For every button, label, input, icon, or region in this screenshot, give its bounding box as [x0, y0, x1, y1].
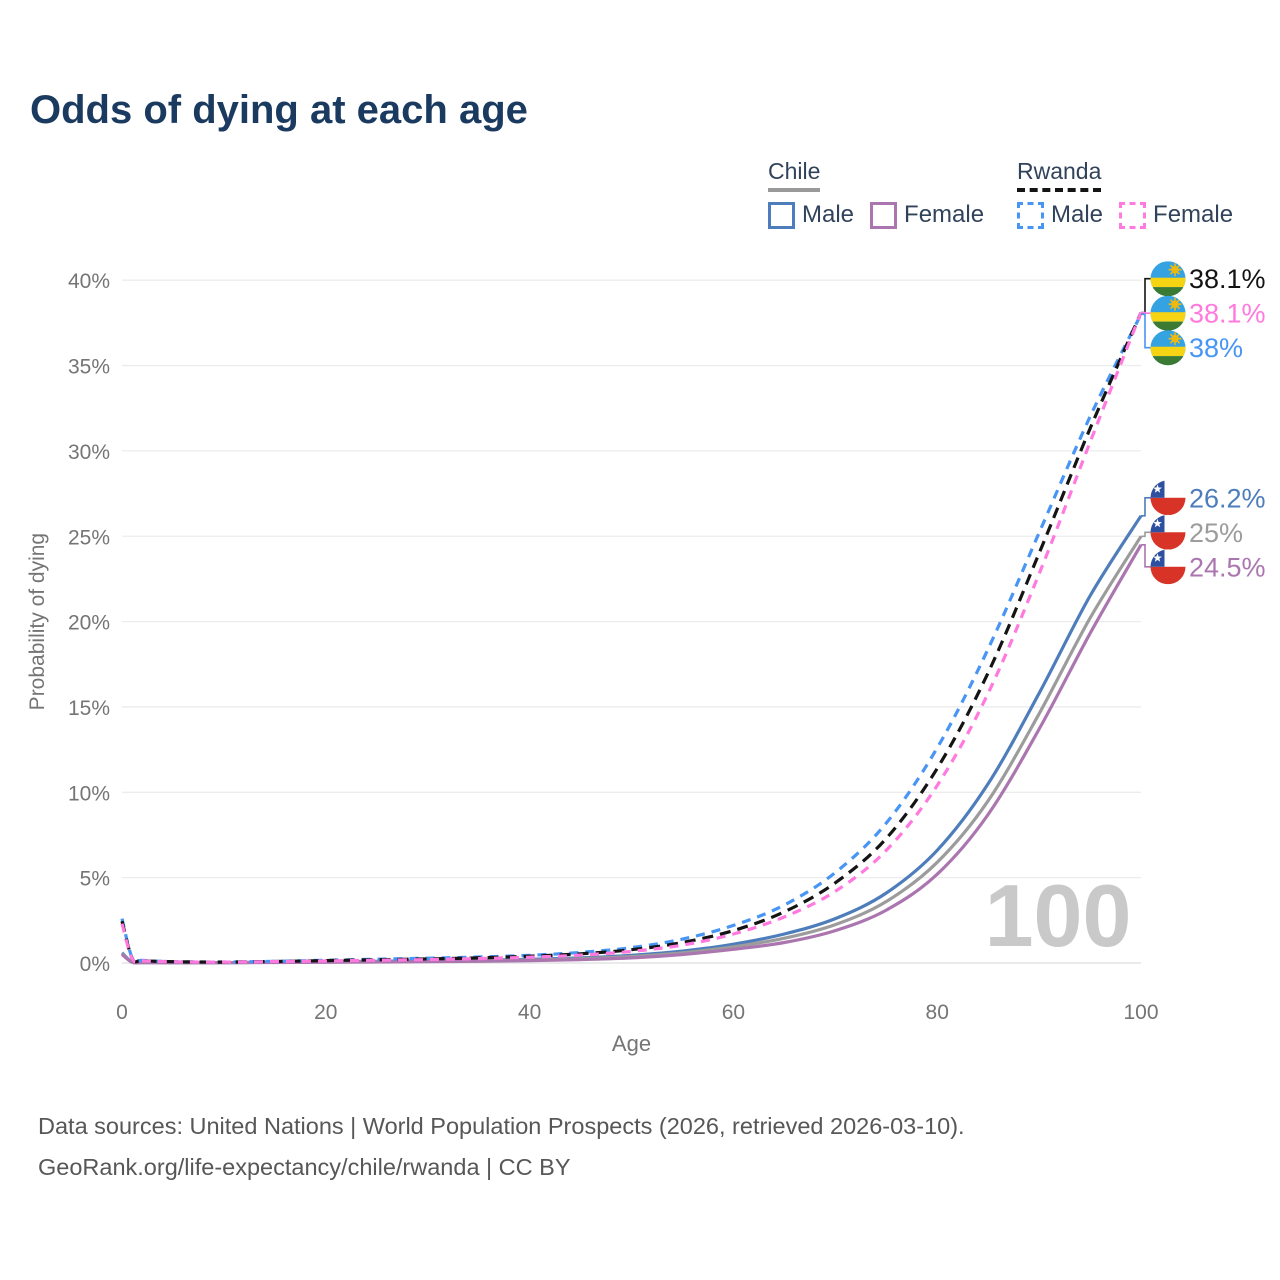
data-sources-line: Data sources: United Nations | World Pop…: [38, 1113, 965, 1139]
chile-flag-icon: [1150, 549, 1186, 585]
rwanda-flag-icon: [1150, 330, 1186, 366]
attribution-line: GeoRank.org/life-expectancy/chile/rwanda…: [38, 1154, 571, 1180]
legend-item-label: Male: [802, 201, 855, 228]
legend-group-chile: Chile Male Female: [768, 158, 1000, 229]
legend-item-chile-male[interactable]: Male: [768, 201, 854, 229]
y-axis-title: Probability of dying: [26, 533, 49, 710]
y-tick-label: 0%: [80, 953, 110, 976]
leader-line: [1141, 544, 1151, 568]
leader-line: [1141, 277, 1151, 314]
hover-age-watermark: 100: [985, 866, 1132, 965]
leader-line: [1141, 497, 1151, 517]
series-line-rwanda-male: [120, 313, 1143, 964]
series-line-rwanda-average: [120, 311, 1143, 964]
y-tick-label: 10%: [68, 782, 110, 805]
legend-item-label: Female: [904, 201, 985, 228]
chile-flag-icon: [1150, 480, 1186, 516]
x-tick-label: 100: [1123, 1001, 1158, 1024]
x-tick-label: 20: [314, 1001, 337, 1024]
x-tick-label: 40: [518, 1001, 541, 1024]
rwanda-male-swatch-icon: [1017, 201, 1044, 229]
legend-item-rwanda-female[interactable]: Female: [1119, 201, 1233, 229]
legend-item-rwanda-male[interactable]: Male: [1017, 201, 1103, 229]
y-tick-label: 5%: [80, 868, 110, 891]
series-line-rwanda-female: [120, 312, 1143, 964]
rwanda-flag-icon: [1150, 295, 1186, 331]
page-title: Odds of dying at each age: [30, 88, 528, 132]
y-tick-label: 35%: [68, 356, 110, 379]
end-label-rwanda-average: 38.1%: [1189, 264, 1266, 294]
rwanda-female-swatch-icon: [1119, 201, 1147, 229]
leader-line: [1141, 311, 1151, 314]
x-axis-title: Age: [612, 1031, 651, 1056]
legend-item-label: Female: [1153, 201, 1234, 228]
rwanda-flag-icon: [1150, 261, 1186, 297]
legend-item-label: Male: [1051, 201, 1104, 228]
chile-male-swatch-icon: [768, 201, 795, 229]
chile-female-swatch-icon: [870, 201, 898, 229]
end-label-chile-female: 24.5%: [1189, 552, 1266, 582]
leader-line: [1141, 531, 1151, 538]
legend-country-rwanda: Rwanda: [1017, 158, 1102, 192]
y-tick-label: 30%: [68, 441, 110, 464]
legend-group-rwanda: Rwanda Male Female: [1017, 158, 1249, 229]
y-tick-label: 25%: [68, 526, 110, 549]
y-tick-label: 40%: [68, 270, 110, 293]
end-label-rwanda-male: 38%: [1189, 333, 1243, 363]
chart-footer: Data sources: United Nations | World Pop…: [38, 1106, 965, 1188]
leader-line: [1141, 313, 1151, 349]
end-label-rwanda-female: 38.1%: [1189, 299, 1266, 329]
x-tick-label: 60: [722, 1001, 745, 1024]
chile-flag-icon: [1150, 514, 1186, 550]
legend-country-chile: Chile: [768, 158, 821, 192]
x-tick-label: 0: [116, 1001, 128, 1024]
end-label-chile-male: 26.2%: [1189, 483, 1266, 513]
end-label-chile-average: 25%: [1189, 518, 1243, 548]
y-tick-label: 20%: [68, 612, 110, 635]
x-tick-label: 80: [926, 1001, 949, 1024]
y-tick-label: 15%: [68, 697, 110, 720]
legend-item-chile-female[interactable]: Female: [870, 201, 984, 229]
